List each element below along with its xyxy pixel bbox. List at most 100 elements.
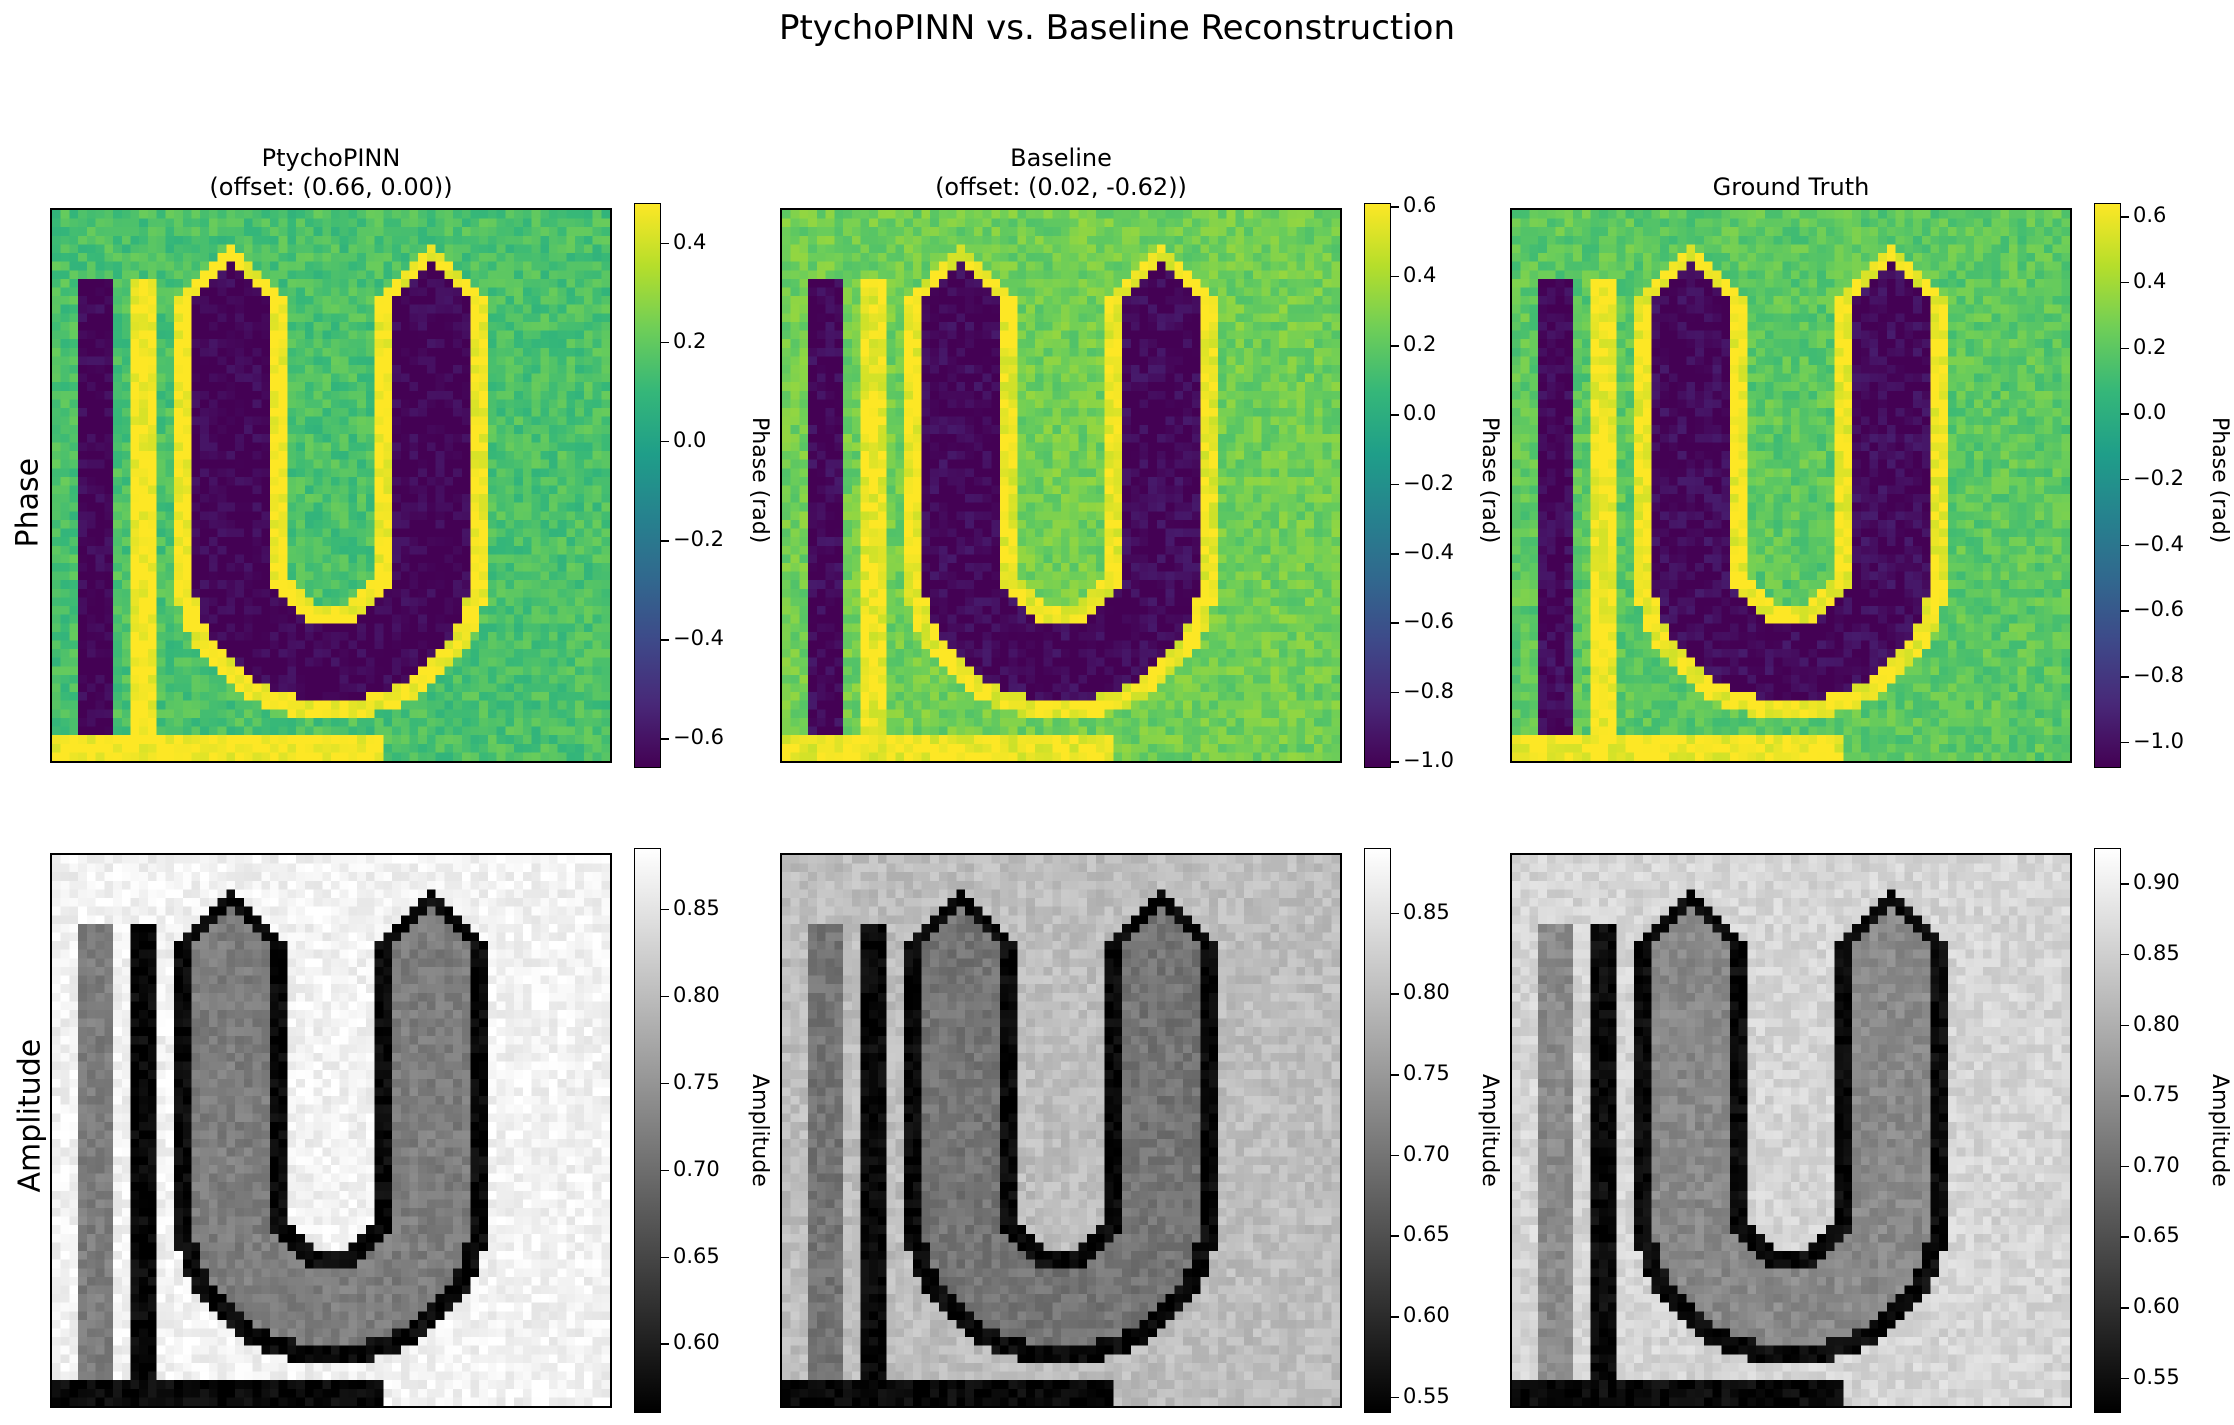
colorbar-tick [661,341,669,344]
colorbar-label: Amplitude [2207,1074,2232,1187]
colorbar-tick [2121,883,2129,885]
colorbar-tick-label: 0.65 [2133,1223,2180,1247]
colorbar [634,203,661,768]
colorbar-tick-label: 0.0 [1403,401,1436,425]
colorbar-tick [1391,1235,1399,1237]
colorbar-tick-label: 0.85 [673,896,720,920]
colorbar-tick-label: −0.2 [1403,471,1454,495]
heatmap-panel [1510,208,2072,763]
colorbar-tick [2121,610,2129,612]
colorbar-tick-label: 0.4 [1403,263,1436,287]
colorbar [1364,203,1391,768]
colorbar-tick [1391,414,1399,416]
colorbar-tick-label: 0.80 [1403,980,1450,1004]
colorbar-tick [1391,1396,1399,1399]
colorbar-tick-label: 0.70 [2133,1153,2180,1177]
colorbar-tick [1391,993,1399,995]
heatmap-panel [780,208,1342,763]
colorbar-tick [661,1256,669,1259]
colorbar-label: Phase (rad) [1477,417,1502,543]
colorbar-tick [1391,345,1399,347]
colorbar-tick [1391,206,1399,208]
colorbar-label: Phase (rad) [2207,417,2232,543]
colorbar-tick-label: −0.8 [2133,663,2184,687]
subplot-title: PtychoPINN (offset: (0.66, 0.00)) [50,144,612,202]
colorbar-tick-label: −0.4 [1403,540,1454,564]
colorbar-tick [1391,761,1399,763]
colorbar-tick-label: 0.6 [1403,193,1436,217]
colorbar-tick [661,540,669,542]
colorbar-tick [2121,1165,2129,1168]
colorbar-tick [661,1343,669,1345]
colorbar-tick [1391,1074,1399,1076]
colorbar-tick-label: 0.65 [673,1244,720,1268]
colorbar-tick [1391,691,1399,694]
colorbar-label: Phase (rad) [747,417,772,543]
colorbar-tick-label: 0.2 [673,329,706,353]
colorbar-tick [2121,216,2129,218]
colorbar-tick [2121,953,2129,956]
colorbar-tick-label: 0.85 [1403,900,1450,924]
colorbar-tick [2121,1024,2129,1027]
colorbar [634,848,661,1413]
colorbar-tick [2121,676,2129,678]
colorbar-tick-label: 0.55 [2133,1365,2180,1389]
colorbar-tick [1391,1154,1399,1157]
colorbar-tick [661,908,669,911]
colorbar-tick [661,242,669,245]
colorbar-tick [1391,912,1399,915]
colorbar-tick-label: 0.70 [673,1157,720,1181]
colorbar-tick [661,1082,669,1085]
colorbar-tick [2121,1307,2129,1309]
figure-title: PtychoPINN vs. Baseline Reconstruction [0,8,2234,48]
colorbar-tick-label: 0.0 [673,428,706,452]
colorbar-tick [1391,622,1399,624]
colorbar-tick [1391,553,1399,555]
colorbar-tick-label: −0.6 [2133,597,2184,621]
heatmap-panel [50,208,612,763]
subplot-title: Baseline (offset: (0.02, -0.62)) [780,144,1342,202]
colorbar-tick-label: 0.80 [673,983,720,1007]
colorbar-tick [2121,1377,2129,1380]
colorbar-tick-label: 0.2 [1403,332,1436,356]
colorbar-tick [661,738,669,740]
colorbar-tick [1391,275,1399,278]
colorbar-tick [2121,544,2129,547]
colorbar-tick [2121,741,2129,744]
colorbar-tick-label: 0.55 [1403,1384,1450,1408]
colorbar-tick [661,639,669,641]
heatmap-panel [1510,853,2072,1408]
colorbar-tick [2121,478,2129,481]
colorbar-tick-label: 0.60 [1403,1303,1450,1327]
colorbar-tick-label: 0.70 [1403,1142,1450,1166]
colorbar-tick-label: −1.0 [1403,748,1454,772]
colorbar-tick-label: −0.4 [673,626,724,650]
colorbar-tick-label: 0.75 [673,1070,720,1094]
colorbar-label: Amplitude [747,1074,772,1187]
colorbar-tick-label: 0.75 [1403,1061,1450,1085]
colorbar-tick [661,995,669,998]
colorbar-tick [2121,347,2129,350]
heatmap-image [782,855,1340,1406]
colorbar-tick-label: 0.85 [2133,941,2180,965]
colorbar-tick-label: 0.60 [673,1330,720,1354]
row-label-amplitude: Amplitude [13,1039,48,1193]
colorbar-tick [2121,1236,2129,1238]
colorbar-tick-label: −0.8 [1403,679,1454,703]
colorbar [2094,848,2121,1413]
heatmap-panel [780,853,1342,1408]
colorbar-tick-label: 0.60 [2133,1294,2180,1318]
colorbar-tick [1391,483,1399,486]
colorbar-tick-label: −0.4 [2133,532,2184,556]
subplot-title: Ground Truth [1510,173,2072,202]
colorbar-tick-label: 0.4 [2133,269,2166,293]
colorbar-tick-label: 0.2 [2133,335,2166,359]
colorbar [1364,848,1391,1413]
colorbar-tick-label: −0.6 [1403,609,1454,633]
colorbar-tick-label: 0.0 [2133,400,2166,424]
heatmap-image [1512,855,2070,1406]
colorbar-tick [2121,413,2129,415]
colorbar-tick-label: 0.65 [1403,1222,1450,1246]
colorbar-tick [1391,1316,1399,1318]
colorbar-tick [2121,281,2129,284]
